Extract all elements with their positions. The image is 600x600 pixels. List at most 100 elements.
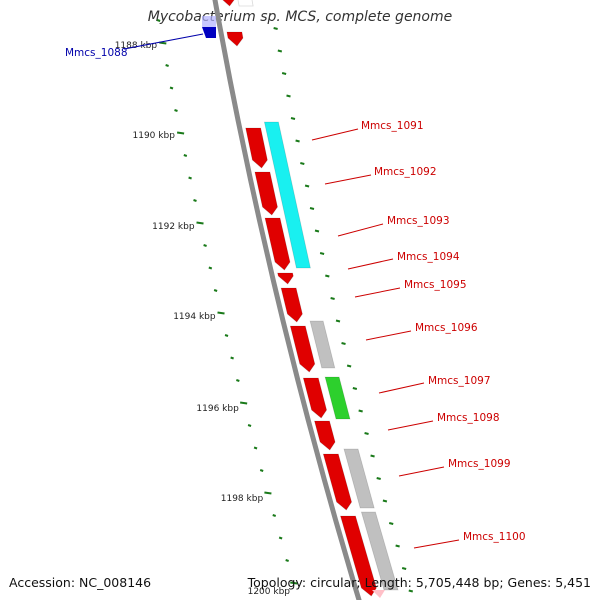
scale-tick — [217, 311, 225, 315]
scale-tick — [176, 131, 185, 135]
scale-label: 1190 kbp — [133, 131, 176, 141]
gene-block — [360, 511, 399, 591]
gene-label[interactable]: Mmcs_1100 — [463, 531, 526, 543]
gene-block — [343, 448, 375, 509]
outer-scale-tick — [358, 409, 363, 413]
map-title: Mycobacterium sp. MCS, complete genome — [147, 9, 453, 25]
gene-label-leader — [387, 420, 434, 431]
outer-scale-tick — [408, 589, 414, 593]
outer-scale-tick — [364, 432, 369, 435]
label-layer: 1188 kbp 1190 kbp 1192 kbp 1194 kbp 1196 kbp… — [65, 33, 526, 597]
gene-label-leader — [365, 330, 412, 341]
outer-scale-tick — [370, 454, 375, 458]
scale-tick — [174, 109, 178, 112]
genome-summary-text: Topology: circular; Length: 5,705,448 bp… — [247, 575, 591, 590]
scale-tick — [259, 469, 264, 472]
scale-tick — [196, 221, 204, 225]
gene-label[interactable]: Mmcs_1091 — [361, 120, 424, 132]
scale-tick — [247, 424, 252, 427]
scale-tick — [156, 19, 161, 22]
scale-tick — [230, 356, 234, 360]
scale-tick — [253, 446, 258, 450]
backbone-layer — [212, 0, 362, 600]
gene-block-1088-shadow — [202, 16, 216, 27]
outer-scale-tick — [295, 139, 300, 143]
scale-tick — [290, 581, 298, 585]
scale-label: 1188 kbp — [115, 41, 158, 51]
gene-label[interactable]: Mmcs_1099 — [448, 458, 511, 470]
scale-tick — [159, 41, 167, 45]
scale-label: 1194 kbp — [173, 312, 216, 322]
forward-gene-arrow — [322, 453, 353, 511]
tick-layer — [156, 19, 414, 593]
scale-tick — [240, 401, 248, 405]
gene-label-leader — [413, 539, 460, 549]
outer-scale-tick — [273, 27, 278, 30]
gene-label[interactable]: Mmcs_1092 — [374, 166, 437, 178]
outer-scale-tick — [277, 49, 283, 53]
outer-scale-tick — [325, 274, 330, 278]
outer-scale-tick — [290, 117, 296, 120]
forward-gene-arrow — [302, 377, 328, 419]
outer-scale-tick — [395, 544, 400, 548]
scale-tick — [188, 176, 192, 180]
gene-label[interactable]: Mmcs_1098 — [437, 412, 500, 424]
gene-block — [309, 320, 336, 369]
outer-scale-tick — [319, 252, 325, 255]
gene-block — [263, 121, 311, 269]
scale-label: 1196 kbp — [196, 404, 239, 414]
scale-tick — [236, 379, 240, 382]
forward-gene-arrow — [226, 31, 244, 47]
gene-label-leader — [378, 382, 425, 394]
outer-scale-tick — [335, 319, 341, 323]
scale-tick — [224, 334, 229, 337]
gene-label-leader — [398, 466, 445, 477]
outer-scale-tick — [376, 477, 381, 480]
gene-label[interactable]: Mmcs_1093 — [387, 215, 450, 227]
gene-label-leader — [311, 128, 359, 141]
scale-tick — [213, 289, 218, 292]
scale-tick — [278, 536, 283, 540]
outer-scale-tick — [300, 162, 305, 165]
gene-label[interactable]: Mmcs_1096 — [415, 322, 478, 334]
gene-label[interactable]: Mmcs_1097 — [428, 375, 491, 387]
forward-gene-arrow — [280, 287, 303, 323]
scale-label: 1192 kbp — [152, 222, 195, 232]
accession-text: Accession: NC_008146 — [9, 575, 152, 590]
gene-label-leader — [347, 258, 394, 270]
scale-tick — [169, 86, 174, 90]
scale-tick — [264, 491, 272, 495]
forward-gene-arrow — [254, 171, 278, 216]
scale-label: 1198 kbp — [221, 494, 264, 504]
outer-scale-tick — [341, 342, 346, 345]
outer-scale-tick — [401, 567, 407, 570]
forward-gene-arrow — [313, 420, 336, 451]
scale-tick — [183, 154, 188, 157]
gene-layer — [202, 0, 399, 598]
scale-tick — [193, 199, 197, 202]
forward-gene-arrow — [339, 515, 377, 597]
gene-label[interactable]: Mmcs_1095 — [404, 279, 467, 291]
outer-scale-tick — [309, 207, 315, 210]
outer-scale-tick — [382, 499, 388, 503]
gene-block — [237, 0, 254, 7]
gene-label[interactable]: Mmcs_1088 — [65, 47, 128, 59]
gene-block — [324, 376, 351, 420]
gene-label[interactable]: Mmcs_1094 — [397, 251, 460, 263]
scale-tick — [208, 266, 213, 270]
outer-scale-tick — [330, 297, 335, 300]
outer-scale-tick — [346, 364, 352, 368]
forward-gene-arrow — [277, 272, 294, 285]
scale-tick — [203, 244, 207, 247]
gene-label-leader — [324, 174, 372, 185]
outer-scale-tick — [352, 387, 358, 390]
outer-scale-tick — [388, 522, 394, 525]
outer-scale-tick — [281, 72, 287, 75]
genome-backbone — [212, 0, 362, 600]
scale-label: 1200 kbp — [248, 587, 291, 597]
forward-gene-arrow — [222, 0, 235, 7]
scale-tick — [272, 514, 277, 517]
scale-tick — [165, 64, 169, 67]
